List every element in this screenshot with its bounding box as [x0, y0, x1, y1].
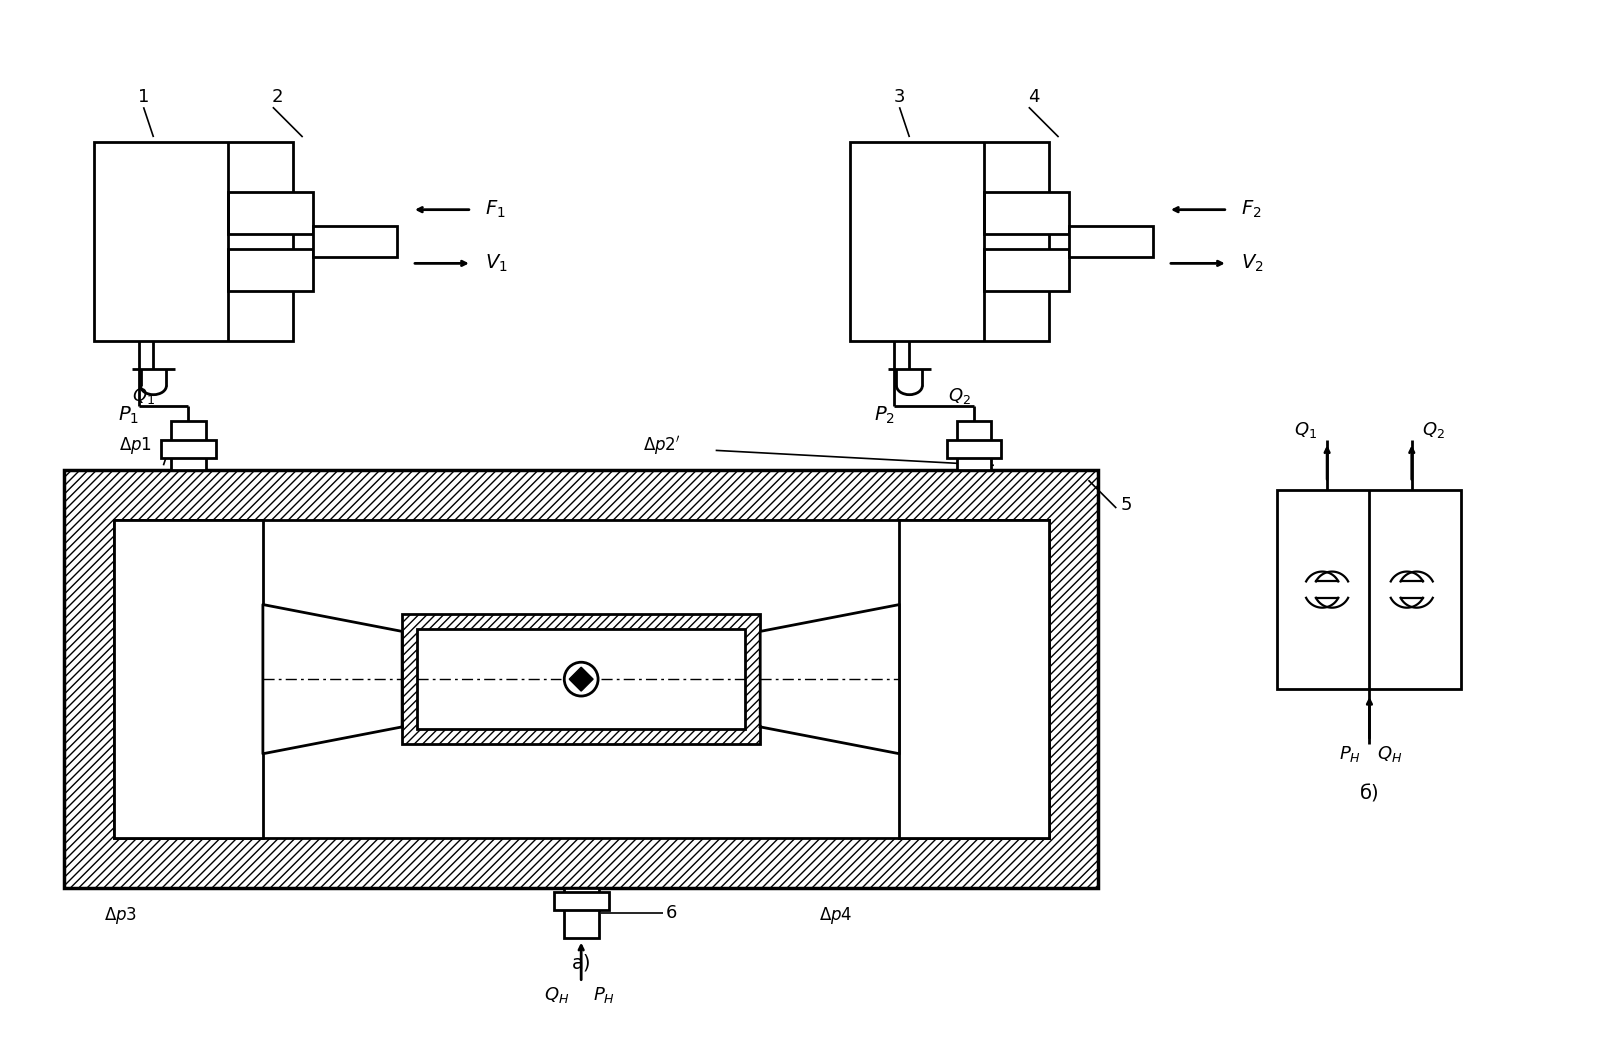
Bar	[229, 191, 312, 234]
Text: 1: 1	[138, 88, 149, 106]
Bar	[1069, 226, 1154, 257]
Text: 4: 4	[1027, 88, 1040, 106]
Text: $Q_2$: $Q_2$	[1422, 420, 1445, 441]
Text: $S_1$: $S_1$	[133, 220, 155, 242]
Text: $Q_H$: $Q_H$	[544, 986, 570, 1006]
Text: $Q_1$: $Q_1$	[1294, 420, 1317, 441]
Bar	[984, 250, 1069, 291]
Bar	[899, 520, 1048, 838]
Text: $d$: $d$	[520, 666, 533, 683]
Bar	[554, 892, 608, 910]
Text: $V_1$: $V_1$	[485, 253, 507, 274]
Bar	[1277, 490, 1461, 690]
Bar	[114, 520, 262, 838]
Text: б): б)	[1360, 784, 1379, 803]
Text: 2: 2	[272, 88, 283, 106]
Text: $\Delta p4$: $\Delta p4$	[819, 906, 853, 927]
Text: $Q_1$: $Q_1$	[133, 386, 155, 406]
Text: $h_1$: $h_1$	[130, 636, 149, 658]
Text: $P_H$: $P_H$	[1339, 744, 1362, 763]
Text: а): а)	[571, 953, 590, 972]
Bar	[418, 629, 746, 729]
Text: $P_4$: $P_4$	[965, 733, 984, 753]
Text: $S_2$: $S_2$	[888, 220, 910, 242]
Bar	[312, 226, 397, 257]
Text: $\Delta p1$: $\Delta p1$	[118, 435, 152, 456]
Bar	[957, 420, 992, 470]
Text: $Q_H$: $Q_H$	[1378, 744, 1403, 763]
Bar	[171, 420, 206, 470]
Text: $F_1$: $F_1$	[485, 199, 506, 220]
Text: $Q_2$: $Q_2$	[947, 386, 971, 406]
Polygon shape	[570, 668, 594, 692]
Text: $\Delta p2'$: $\Delta p2'$	[643, 434, 682, 457]
Bar	[162, 440, 216, 458]
Bar	[114, 520, 1048, 838]
Polygon shape	[760, 604, 899, 754]
Text: 5: 5	[1120, 496, 1131, 514]
Text: 3: 3	[894, 88, 906, 106]
Text: $F_2$: $F_2$	[1240, 199, 1261, 220]
Bar	[229, 250, 312, 291]
Text: $h_2$: $h_2$	[1024, 636, 1043, 658]
Polygon shape	[262, 604, 402, 754]
Text: $\Delta p3$: $\Delta p3$	[104, 906, 138, 927]
Bar	[402, 615, 760, 744]
Text: $P_2$: $P_2$	[874, 405, 894, 426]
Text: $P_1$: $P_1$	[118, 405, 139, 426]
Bar	[563, 888, 598, 938]
Bar	[984, 191, 1069, 234]
Bar	[947, 440, 1002, 458]
Circle shape	[565, 662, 598, 696]
Bar	[64, 470, 1098, 888]
Text: 6: 6	[666, 904, 677, 921]
Bar	[94, 142, 293, 341]
Text: $V_2$: $V_2$	[1240, 253, 1264, 274]
Text: $P_H$: $P_H$	[594, 986, 614, 1006]
Bar	[850, 142, 1048, 341]
Text: $P_3$: $P_3$	[178, 733, 198, 753]
